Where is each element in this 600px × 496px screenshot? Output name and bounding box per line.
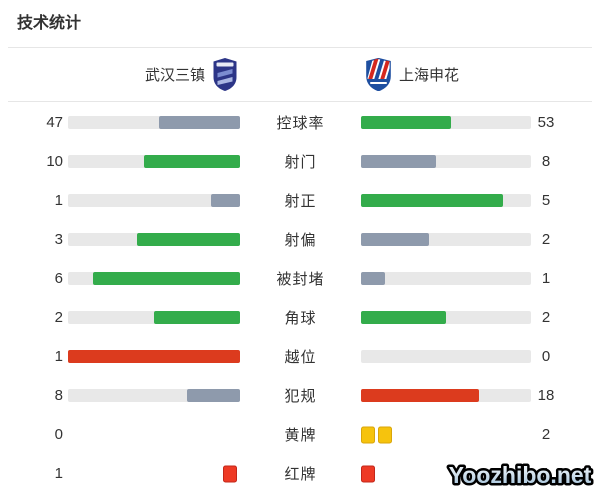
shanghai-shenhua-crest-icon	[366, 58, 391, 91]
home-stat-bar	[68, 465, 240, 482]
away-stat-value: 53	[537, 114, 555, 131]
home-stat-bar	[68, 389, 240, 402]
away-team-name: 上海申花	[399, 67, 460, 84]
away-stat-value: 1	[541, 465, 551, 482]
away-stat-bar	[361, 155, 531, 168]
home-stat-bar	[68, 311, 240, 324]
home-stat-value: 6	[54, 270, 63, 287]
page-title: 技术统计	[17, 15, 82, 32]
away-stat-bar	[361, 194, 531, 207]
stat-label: 黄牌	[284, 427, 317, 444]
home-bar-fill	[92, 272, 240, 285]
home-bar-fill	[187, 389, 240, 402]
away-bar-fill	[361, 272, 386, 285]
away-stat-value: 1	[541, 270, 551, 287]
stat-row-8: 8 犯规 18	[0, 376, 600, 415]
home-stat-value: 2	[54, 309, 63, 326]
away-stat-value: 5	[541, 192, 551, 209]
away-stat-bar	[361, 426, 531, 443]
home-team-name: 武汉三镇	[144, 67, 205, 84]
away-stat-value: 2	[541, 309, 551, 326]
away-bar-fill	[361, 311, 446, 324]
watermark-text: Yoozhibo.net	[449, 462, 592, 488]
stats-rows: 47 控球率 53 10 射门 8 1 射正 5 3 射偏 2 6 被封堵 1 …	[0, 102, 600, 493]
away-stat-bar	[361, 116, 531, 129]
stat-label: 被封堵	[276, 271, 325, 288]
stat-row-1: 47 控球率 53	[0, 103, 600, 142]
stat-label: 犯规	[284, 388, 317, 405]
away-stat-value: 2	[541, 231, 551, 248]
home-stat-bar	[68, 272, 240, 285]
away-bar-fill	[361, 194, 503, 207]
home-stat-bar	[68, 116, 240, 129]
stat-label: 射偏	[284, 232, 317, 249]
away-cards	[361, 426, 392, 443]
away-stat-bar	[361, 389, 531, 402]
home-stat-value: 10	[46, 153, 63, 170]
stat-label: 越位	[284, 349, 317, 366]
away-cards	[361, 465, 375, 482]
home-stat-bar	[68, 194, 240, 207]
away-bar-fill	[361, 389, 479, 402]
stat-row-10: 1 红牌 1	[0, 454, 600, 493]
away-bar-fill	[361, 155, 437, 168]
teams-header: 武汉三镇	[0, 48, 600, 101]
away-stat-bar	[361, 350, 531, 363]
stat-row-7: 1 越位 0	[0, 337, 600, 376]
away-stat-bar	[361, 233, 531, 246]
stat-row-4: 3 射偏 2	[0, 220, 600, 259]
divider-header	[8, 101, 592, 102]
stat-row-3: 1 射正 5	[0, 181, 600, 220]
away-stat-bar	[361, 272, 531, 285]
home-cards	[223, 465, 237, 482]
home-team-header: 武汉三镇	[0, 58, 300, 91]
home-bar-fill	[159, 116, 240, 129]
yellow-card-icon	[361, 426, 375, 443]
red-card-icon	[361, 465, 375, 482]
home-stat-value: 1	[54, 192, 63, 209]
home-stat-value: 1	[54, 348, 63, 365]
away-stat-bar	[361, 465, 531, 482]
home-stat-bar	[68, 350, 240, 363]
away-stat-value: 2	[541, 426, 551, 443]
home-stat-value: 47	[46, 114, 63, 131]
watermark-logo: Yoozhibo.net	[445, 457, 595, 496]
away-team-header: 上海申花	[300, 58, 600, 91]
stat-label: 控球率	[276, 115, 325, 132]
stat-label: 射门	[284, 154, 317, 171]
stat-label: 角球	[284, 310, 317, 327]
away-bar-fill	[361, 116, 452, 129]
home-stat-bar	[68, 233, 240, 246]
yellow-card-icon	[378, 426, 392, 443]
home-stat-value: 0	[54, 426, 63, 443]
stat-row-5: 6 被封堵 1	[0, 259, 600, 298]
home-stat-bar	[68, 155, 240, 168]
stat-row-2: 10 射门 8	[0, 142, 600, 181]
divider-top	[8, 47, 592, 48]
home-stat-bar	[68, 428, 240, 441]
away-stat-bar	[361, 311, 531, 324]
stat-row-6: 2 角球 2	[0, 298, 600, 337]
away-stat-value: 18	[537, 387, 555, 404]
home-stat-value: 1	[54, 465, 63, 482]
home-bar-fill	[68, 350, 240, 363]
away-bar-fill	[361, 233, 429, 246]
away-stat-value: 8	[541, 153, 551, 170]
home-stat-value: 3	[54, 231, 63, 248]
home-bar-fill	[144, 155, 240, 168]
away-stat-value: 0	[541, 348, 551, 365]
home-bar-fill	[136, 233, 240, 246]
wuhan-three-towns-crest-icon	[213, 58, 237, 91]
home-stat-value: 8	[54, 387, 63, 404]
stat-label: 射正	[284, 193, 317, 210]
home-bar-fill	[154, 311, 240, 324]
red-card-icon	[223, 465, 237, 482]
stat-row-9: 0 黄牌 2	[0, 415, 600, 454]
stat-label: 红牌	[284, 466, 317, 483]
home-bar-fill	[211, 194, 240, 207]
